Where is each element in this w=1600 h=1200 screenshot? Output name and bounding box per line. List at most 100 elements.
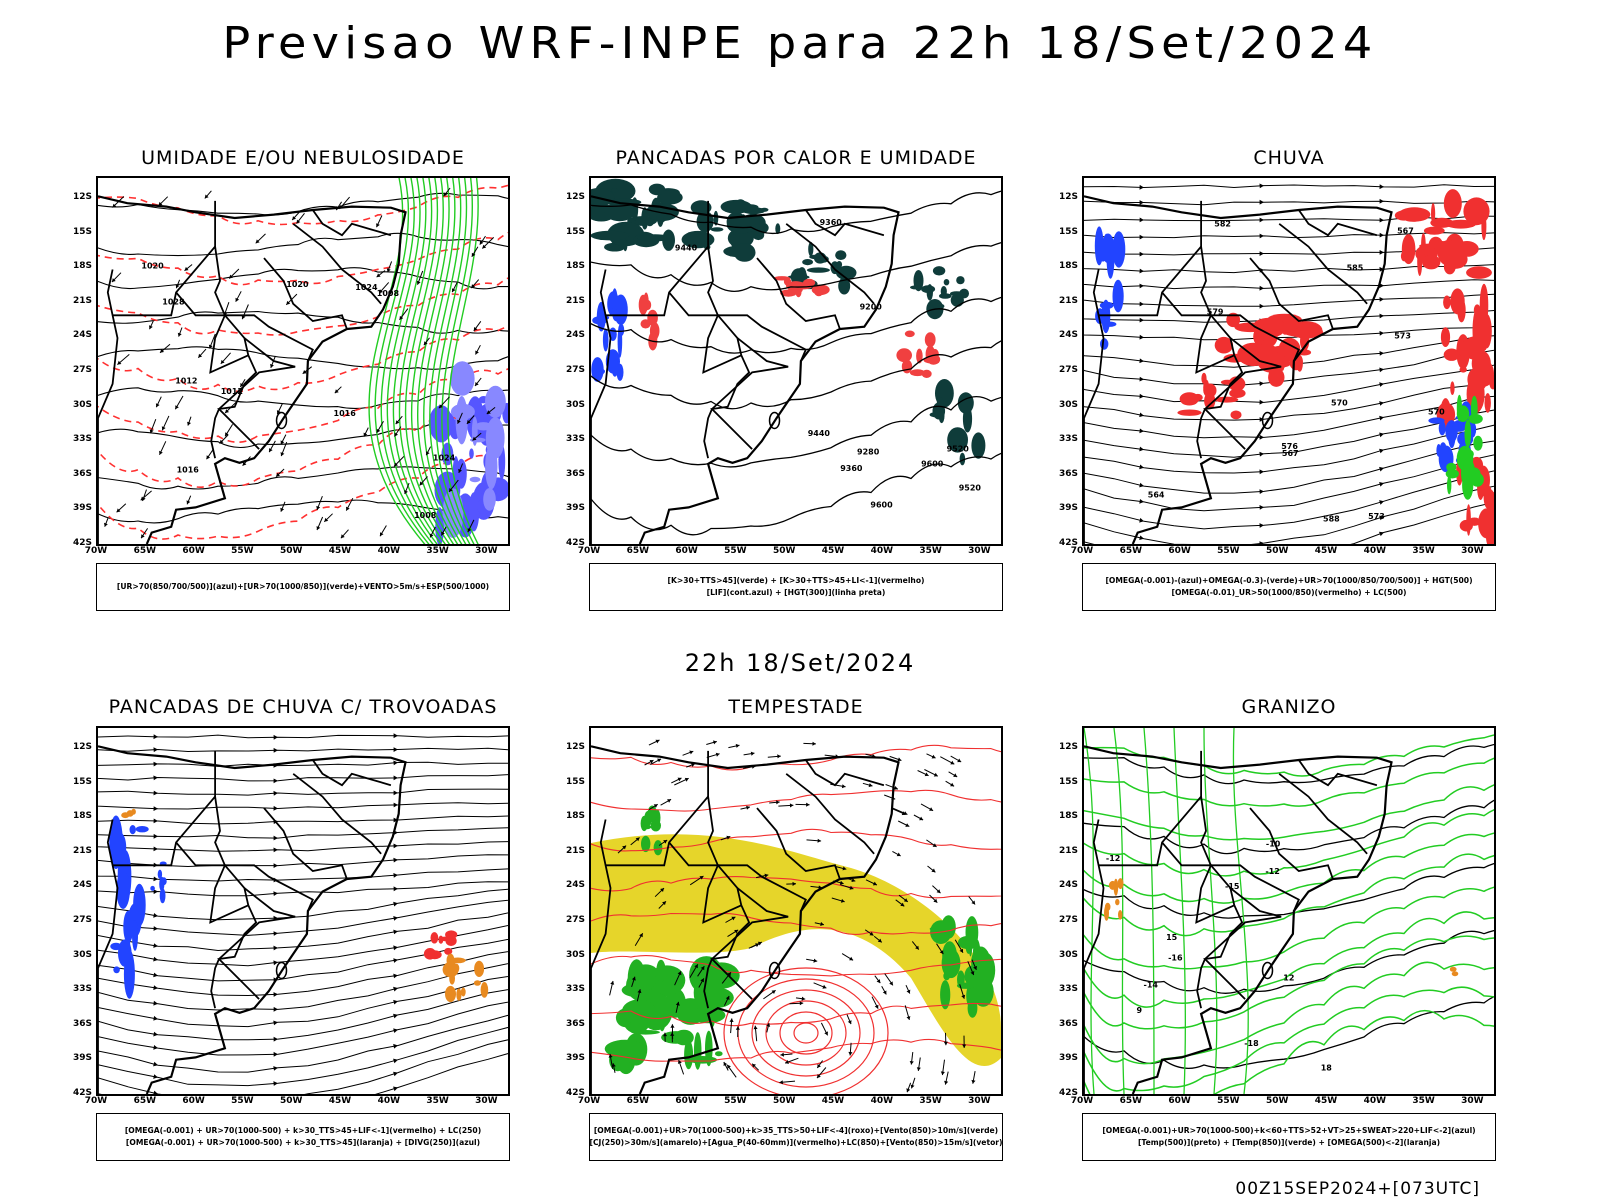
rain-area-patch bbox=[1203, 383, 1217, 398]
latitude-tick-label: 18S bbox=[72, 811, 92, 822]
wind-arrow-head bbox=[889, 981, 893, 986]
streamline-arrow bbox=[273, 734, 278, 740]
rain-area-patch bbox=[1234, 322, 1267, 333]
streamline bbox=[1084, 279, 1494, 290]
latitude-tick-label: 15S bbox=[72, 226, 92, 237]
convective-area-patch bbox=[474, 960, 485, 977]
panel-title-tempestade: TEMPESTADE bbox=[728, 696, 864, 718]
omega-area-patch bbox=[1112, 279, 1124, 313]
convective-area-patch bbox=[480, 982, 489, 998]
wind-arrow-head bbox=[149, 325, 153, 330]
legend-trovoadas: [OMEGA(-0.001) + UR>70(1000-500) + k>30_… bbox=[96, 1113, 510, 1161]
latitude-tick-label: 18S bbox=[1058, 811, 1078, 822]
rain-area-patch bbox=[1431, 203, 1436, 224]
instability-area-patch bbox=[959, 452, 966, 466]
longitude-tick-label: 65W bbox=[626, 1096, 650, 1106]
streamline-arrow bbox=[1379, 266, 1384, 272]
rain-area-patch bbox=[1214, 396, 1239, 403]
map-svg-umidade: 1008101210161020102410281016101210081020… bbox=[98, 178, 508, 544]
streamline-arrow bbox=[1259, 303, 1264, 309]
divergence-area-patch bbox=[150, 885, 155, 891]
panel-title-pancadas_calor: PANCADAS POR CALOR E UMIDADE bbox=[615, 147, 977, 169]
wind-arrow-head bbox=[933, 898, 938, 903]
streamline bbox=[1084, 184, 1494, 189]
rain-area-patch bbox=[1489, 374, 1494, 390]
humidity-core-patch bbox=[471, 416, 478, 446]
rain-area-patch bbox=[1252, 317, 1286, 338]
latitude-tick-label: 39S bbox=[565, 503, 585, 514]
latitude-tick-label: 24S bbox=[565, 330, 585, 341]
latitude-tick-label: 42S bbox=[565, 538, 585, 548]
map-panel-granizo: -12 -15 -18 -16 -14 -12 -10 9 12 15 18 bbox=[1082, 726, 1496, 1096]
wind-arrow-head bbox=[670, 1024, 675, 1028]
wind-arrow-head bbox=[813, 958, 818, 963]
instability-area-patch bbox=[727, 228, 754, 249]
contour-label: -12 bbox=[1265, 867, 1279, 876]
streamline bbox=[98, 912, 508, 952]
rain-area-patch bbox=[1459, 366, 1467, 373]
wind-arrow-head bbox=[379, 289, 383, 294]
instability-area-patch bbox=[835, 265, 857, 280]
omega-strong-area-patch bbox=[1458, 448, 1474, 460]
wind-arrow-head bbox=[906, 989, 911, 994]
longitude-tick-label: 45W bbox=[1314, 546, 1338, 556]
li-area-patch bbox=[916, 348, 923, 364]
state-border bbox=[175, 291, 249, 374]
wind-arrow-head bbox=[847, 1020, 852, 1025]
contour-label: -10 bbox=[1266, 839, 1281, 848]
state-border bbox=[1196, 958, 1206, 1009]
streamline-arrow bbox=[393, 760, 398, 766]
streamline-arrow bbox=[1139, 234, 1144, 240]
rain-area-patch bbox=[1484, 393, 1491, 413]
wind-arrow-head bbox=[161, 426, 166, 431]
latitude-tick-label: 12S bbox=[1058, 742, 1078, 752]
instability-area-patch bbox=[806, 267, 830, 273]
omega-area-patch bbox=[1112, 231, 1126, 268]
longitude-tick-label: 70W bbox=[1070, 546, 1094, 556]
wind-arrow-head bbox=[667, 799, 672, 803]
longitude-tick-label: 70W bbox=[577, 1096, 601, 1106]
omega500-area-patch bbox=[1104, 905, 1109, 921]
streamline bbox=[98, 1026, 508, 1087]
temp-contour bbox=[1203, 728, 1218, 1094]
streamline bbox=[98, 989, 508, 1041]
wind-arrow-head bbox=[158, 201, 163, 206]
contour-label: -18 bbox=[1244, 1039, 1259, 1048]
wind-arrow-head bbox=[175, 405, 179, 410]
rain-area-patch bbox=[1479, 283, 1489, 327]
longitude-tick-label: 45W bbox=[328, 546, 352, 556]
streamline-arrow bbox=[393, 986, 398, 992]
rh-contour bbox=[380, 178, 434, 544]
rain-area-patch bbox=[1443, 295, 1451, 310]
wind-arrow-head bbox=[276, 410, 281, 415]
streamline-arrow bbox=[393, 929, 398, 935]
streamline-arrow bbox=[153, 913, 158, 918]
wind-arrow-head bbox=[851, 878, 856, 882]
state-border bbox=[710, 354, 753, 450]
contour-label: 588 bbox=[1323, 514, 1340, 523]
contour-line bbox=[591, 954, 1001, 977]
contour-label: 9280 bbox=[857, 448, 880, 457]
wind-arrow-head bbox=[316, 505, 321, 510]
wind-arrow-head bbox=[608, 1054, 613, 1058]
longitude-tick-label: 60W bbox=[675, 1096, 698, 1106]
low-level-jet-area-patch bbox=[941, 915, 956, 939]
contour-label: 9 bbox=[1137, 1006, 1143, 1015]
latitude-tick-label: 36S bbox=[72, 468, 92, 479]
legend-line: [OMEGA(-0.001) + UR>70(1000-500) + k>30_… bbox=[125, 1138, 481, 1147]
state-border bbox=[736, 887, 789, 918]
streamline-arrow bbox=[273, 945, 278, 951]
omega500-area-patch bbox=[1451, 971, 1459, 977]
contour-line bbox=[1084, 862, 1494, 919]
streamline bbox=[98, 951, 508, 997]
wind-arrow-head bbox=[959, 948, 963, 953]
streamline-arrow bbox=[1139, 517, 1144, 523]
wind-arrow-head bbox=[242, 461, 247, 466]
streamline bbox=[98, 868, 508, 882]
streamline-arrow bbox=[153, 972, 158, 978]
instability-area-patch bbox=[957, 392, 974, 414]
streamlines bbox=[98, 733, 508, 1094]
latitude-tick-label: 12S bbox=[72, 742, 92, 752]
state-border bbox=[217, 354, 260, 450]
